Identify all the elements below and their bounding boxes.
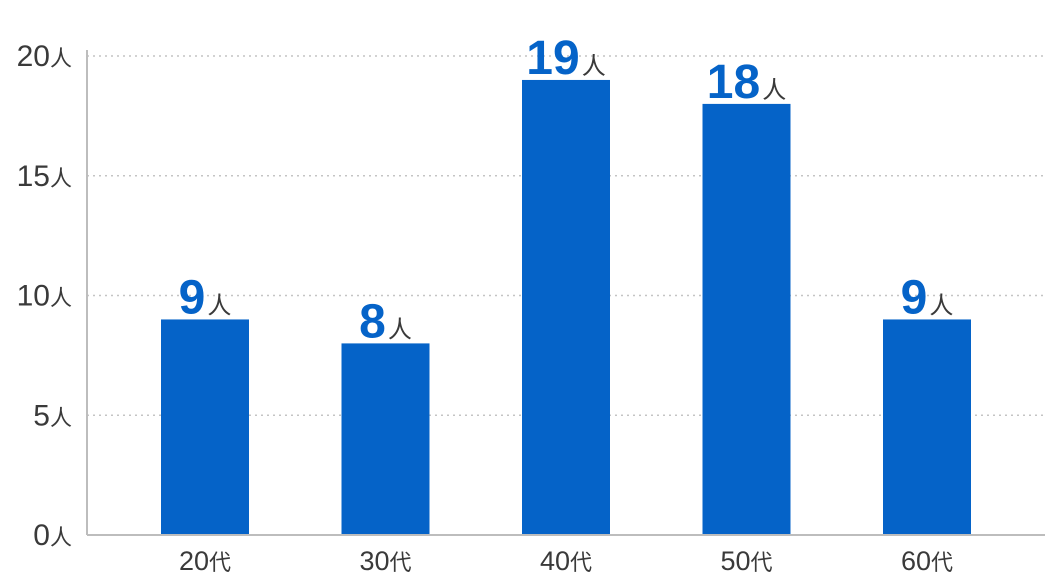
bar [161, 319, 249, 535]
bar [341, 343, 430, 535]
y-tick-unit: 人 [50, 166, 72, 191]
x-tick-unit: 代 [570, 550, 592, 575]
x-tick-unit: 代 [390, 550, 412, 575]
x-tick-labels: 20代 30代 40代 50代 60代 [179, 546, 953, 576]
data-label-value: 18 [707, 56, 760, 109]
x-tick-label: 40代 [540, 546, 592, 576]
y-tick-unit: 人 [50, 405, 72, 430]
data-label: 8人 [359, 295, 412, 348]
data-label-unit: 人 [929, 292, 953, 319]
data-label-value: 9 [179, 271, 206, 324]
x-tick-value: 30 [359, 546, 389, 576]
x-tick-label: 50代 [720, 546, 772, 576]
bar [522, 79, 610, 535]
data-label-unit: 人 [207, 292, 231, 319]
data-label: 9人 [179, 271, 232, 324]
x-tick-unit: 代 [209, 550, 231, 575]
x-tick-label: 20代 [179, 546, 231, 576]
y-tick-label: 20人 [17, 40, 72, 73]
data-label-value: 9 [901, 271, 928, 324]
y-tick-value: 0 [33, 519, 50, 552]
x-tick-value: 20 [179, 546, 209, 576]
y-tick-label: 15人 [17, 160, 72, 193]
x-tick-value: 50 [720, 546, 750, 576]
x-tick-label: 60代 [901, 546, 953, 576]
bar [883, 319, 971, 535]
y-tick-value: 15 [17, 160, 50, 193]
data-label-unit: 人 [762, 77, 786, 104]
data-label-value: 8 [359, 295, 386, 348]
data-label: 19人 [526, 32, 605, 85]
y-tick-unit: 人 [50, 525, 72, 550]
x-tick-value: 60 [901, 546, 931, 576]
y-tick-value: 20 [17, 40, 50, 73]
y-tick-value: 10 [17, 280, 50, 313]
data-label: 18人 [707, 56, 786, 109]
data-label-unit: 人 [582, 53, 606, 80]
y-tick-value: 5 [33, 399, 50, 432]
y-tick-label: 0人 [33, 519, 72, 552]
data-label-unit: 人 [388, 316, 412, 343]
data-label-value: 19 [526, 32, 579, 85]
y-tick-label: 5人 [33, 399, 72, 432]
bars [161, 79, 971, 536]
x-tick-unit: 代 [931, 550, 953, 575]
bar [702, 103, 791, 536]
y-tick-unit: 人 [50, 46, 72, 71]
y-tick-label: 10人 [17, 280, 72, 313]
x-tick-value: 40 [540, 546, 570, 576]
x-tick-label: 30代 [359, 546, 411, 576]
y-tick-unit: 人 [50, 286, 72, 311]
data-label: 9人 [901, 271, 954, 324]
x-tick-unit: 代 [751, 550, 773, 575]
